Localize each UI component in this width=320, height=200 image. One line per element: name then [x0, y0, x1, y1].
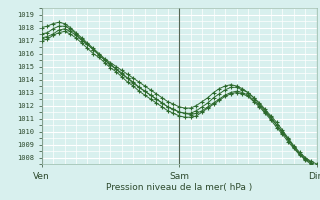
X-axis label: Pression niveau de la mer( hPa ): Pression niveau de la mer( hPa ) — [106, 183, 252, 192]
